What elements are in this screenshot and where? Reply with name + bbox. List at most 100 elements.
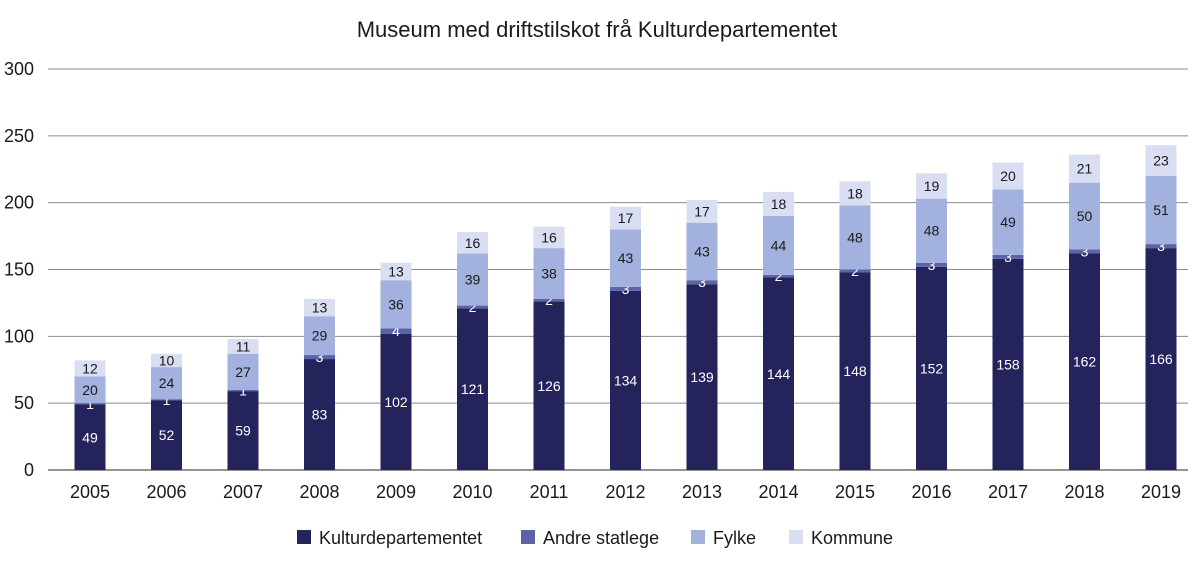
data-label: 3 <box>1004 249 1012 265</box>
data-label: 20 <box>1000 168 1016 184</box>
bar-segment <box>380 280 412 329</box>
bar-segment <box>916 173 947 199</box>
x-tick-label: 2014 <box>758 482 798 502</box>
y-tick-label: 100 <box>4 326 34 346</box>
data-label: 162 <box>1073 354 1097 370</box>
bar-segment <box>1145 175 1177 245</box>
bar-segment <box>686 199 718 223</box>
x-tick-label: 2005 <box>70 482 110 502</box>
bar-segment <box>610 290 641 470</box>
bars: 4912012521241059127118332913102436131212… <box>74 145 1177 470</box>
x-tick-label: 2008 <box>299 482 339 502</box>
data-label: 52 <box>159 427 175 443</box>
x-axis-tick-labels: 2005 2006 2007 2008 2009 2010 2011 2012 2013 2014… <box>70 482 1181 502</box>
data-label: 29 <box>312 328 328 344</box>
bar-segment <box>74 376 106 404</box>
legend-swatch <box>691 530 705 544</box>
y-tick-label: 300 <box>4 59 34 79</box>
data-label: 13 <box>388 264 404 280</box>
bar-segment <box>763 277 794 470</box>
bar-segment <box>610 286 641 291</box>
bar-segment <box>457 308 488 470</box>
bar-segment <box>1069 154 1100 183</box>
x-tick-label: 2013 <box>682 482 722 502</box>
data-label: 48 <box>924 223 940 239</box>
data-label: 152 <box>920 360 944 376</box>
data-label: 43 <box>694 243 710 259</box>
bar-segment <box>1145 244 1177 249</box>
x-tick-label: 2012 <box>605 482 645 502</box>
bar-segment <box>686 222 718 281</box>
x-tick-label: 2011 <box>530 482 569 502</box>
bar-segment <box>457 305 488 309</box>
bar-segment <box>227 353 259 390</box>
bar-segment <box>533 301 565 470</box>
bar-segment <box>916 198 947 263</box>
bar-segment <box>839 181 871 206</box>
y-tick-label: 200 <box>4 193 34 213</box>
bar-segment <box>151 400 182 470</box>
data-label: 49 <box>1000 214 1016 230</box>
data-label: 12 <box>82 360 98 376</box>
data-label: 3 <box>698 274 706 290</box>
bar-segment <box>992 189 1024 255</box>
data-label: 166 <box>1149 351 1173 367</box>
x-tick-label: 2018 <box>1064 482 1104 502</box>
bar-segment <box>380 333 412 470</box>
data-label: 148 <box>843 363 867 379</box>
data-label: 38 <box>541 266 557 282</box>
chart-title: Museum med driftstilskot frå Kulturdepar… <box>357 17 838 42</box>
data-label: 24 <box>159 375 175 391</box>
bar-segment <box>610 206 641 230</box>
data-label: 1 <box>86 396 94 412</box>
bar-segment <box>533 298 565 302</box>
data-label: 1 <box>163 392 171 408</box>
data-label: 51 <box>1153 202 1169 218</box>
data-label: 3 <box>316 349 324 365</box>
bar-segment <box>533 226 565 249</box>
bar-segment <box>763 191 794 217</box>
data-label: 18 <box>771 196 787 212</box>
data-label: 19 <box>924 178 940 194</box>
data-label: 121 <box>461 381 485 397</box>
bar-segment <box>151 399 182 401</box>
data-label: 158 <box>996 356 1020 372</box>
bar-segment <box>1145 145 1177 176</box>
data-label: 102 <box>384 394 408 410</box>
data-label: 43 <box>618 250 634 266</box>
bar-segment <box>457 253 488 306</box>
legend-label: Andre statlege <box>543 528 659 548</box>
data-label: 3 <box>1081 243 1089 259</box>
bar-segment <box>304 359 335 470</box>
y-tick-label: 150 <box>4 260 34 280</box>
y-tick-label: 50 <box>14 393 34 413</box>
legend: Kulturdepartementet Andre statlege Fylke Ko… <box>297 528 893 548</box>
bar-segment <box>533 248 565 299</box>
data-label: 2 <box>851 263 859 279</box>
legend-swatch <box>521 530 535 544</box>
x-tick-label: 2015 <box>835 482 875 502</box>
bar-segment <box>151 353 182 368</box>
bar-segment <box>380 262 412 281</box>
data-label: 10 <box>159 352 175 368</box>
bar-segment <box>916 266 947 470</box>
y-tick-label: 250 <box>4 126 34 146</box>
bar-segment <box>380 328 412 334</box>
data-label: 11 <box>236 338 251 354</box>
x-tick-label: 2006 <box>146 482 186 502</box>
data-label: 134 <box>614 372 638 388</box>
data-label: 50 <box>1077 208 1093 224</box>
bar-segment <box>227 391 259 470</box>
data-label: 126 <box>537 378 561 394</box>
bar-segment <box>304 316 335 356</box>
x-tick-label: 2017 <box>988 482 1028 502</box>
bar-segment <box>839 272 871 470</box>
data-label: 48 <box>847 229 863 245</box>
bar-segment <box>1069 249 1100 254</box>
data-label: 13 <box>312 300 328 316</box>
bar-segment <box>1069 182 1100 250</box>
data-label: 83 <box>312 407 328 423</box>
bar-segment <box>151 367 182 400</box>
data-label: 2 <box>469 299 477 315</box>
